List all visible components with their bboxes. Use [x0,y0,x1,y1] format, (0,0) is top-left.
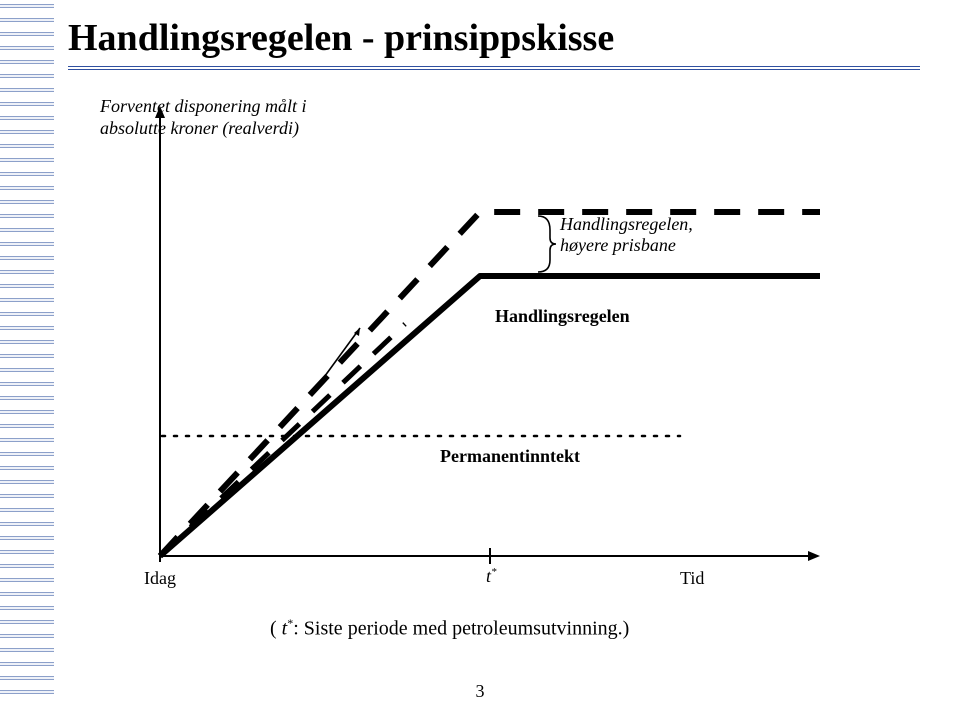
y-axis-label-line1: Forventet disponering målt i [100,96,306,116]
y-axis-label-line2: absolutte kroner (realverdi) [100,118,299,138]
footnote: ( t*: Siste periode med petroleumsutvinn… [270,616,629,641]
y-axis-label: Forventet disponering målt i absolutte k… [100,96,306,139]
xlabel-idag: Idag [144,568,176,589]
footnote-body: : Siste periode med petroleumsutvinning.… [293,618,629,640]
series-higher-prisbane [160,212,820,556]
brace-connector [538,216,556,272]
slide-content: Handlingsregelen - prinsippskisse [68,16,920,70]
annot-perm: Permanentinntekt [440,446,580,467]
annot-main: Handlingsregelen [495,306,630,327]
line-chart-svg [100,96,880,636]
title-underline [68,66,920,70]
xlabel-tstar: t* [486,566,497,587]
chart-area: Forventet disponering målt i absolutte k… [100,96,880,636]
footnote-prefix: ( [270,618,282,640]
annot-higher-line2: høyere prisbane [560,235,676,255]
x-axis-arrow [808,551,820,561]
page-title: Handlingsregelen - prinsippskisse [68,16,920,70]
annot-higher: Handlingsregelen, høyere prisbane [560,214,693,256]
xlabel-star: * [491,566,497,578]
series-handlingsregelen [160,276,820,556]
annot-higher-line1: Handlingsregelen, [560,214,693,234]
xlabel-tid: Tid [680,568,704,589]
series-inner-dashed [160,324,405,556]
page-number: 3 [476,681,485,702]
decorative-left-bars [0,0,54,710]
